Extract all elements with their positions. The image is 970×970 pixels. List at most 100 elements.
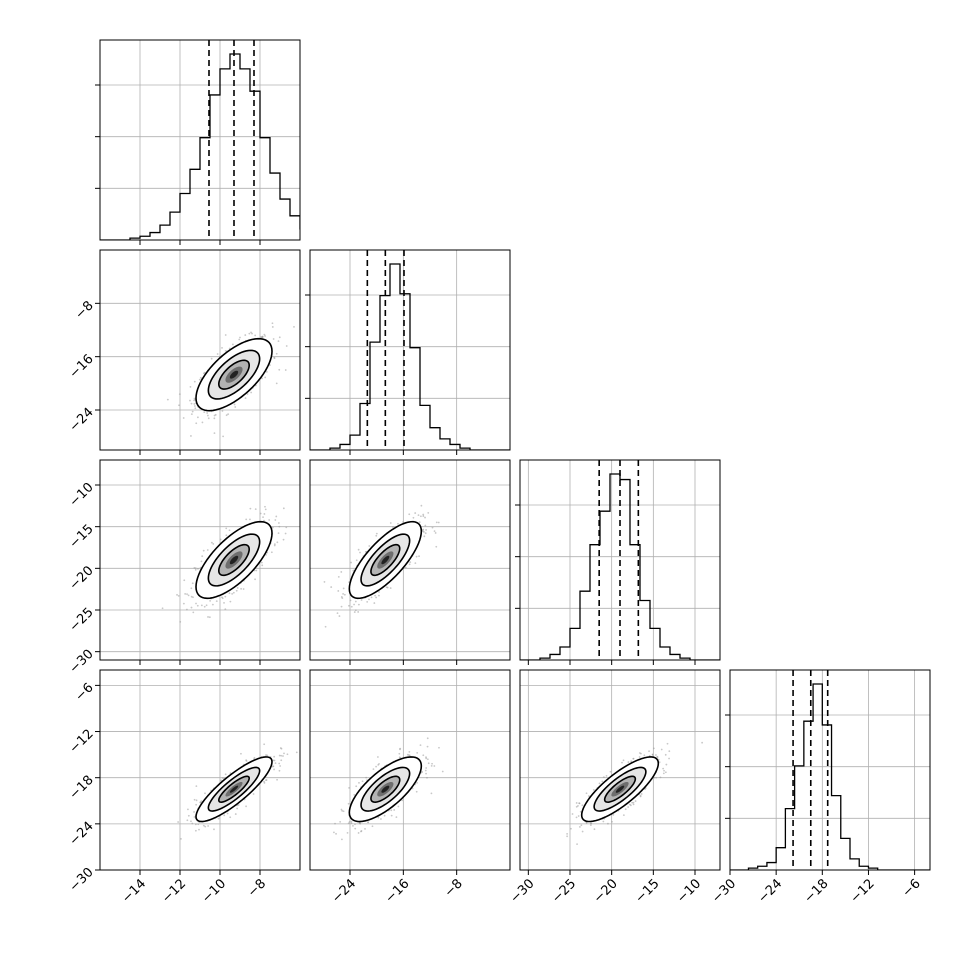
scatter-point [431,526,434,529]
scatter-point [278,368,281,371]
scatter-point [354,600,357,603]
scatter-point [270,551,273,554]
scatter-point [330,586,333,588]
scatter-point [571,813,574,815]
scatter-point [244,397,247,400]
histogram-panel-1 [305,249,511,455]
scatter-point [409,561,412,564]
scatter-point [408,513,411,516]
scatter-point [199,801,202,804]
scatter-point [359,551,361,554]
scatter-point [268,364,271,367]
scatter-point [244,334,247,336]
scatter-point [668,750,671,753]
scatter-point [406,753,409,756]
scatter-point [250,331,252,334]
scatter-point [284,369,287,371]
scatter-point [353,793,356,796]
scatter-point [195,422,198,425]
scatter-point [195,799,198,802]
y-tick-label: −30 [67,647,97,677]
scatter-point [424,516,426,519]
scatter-point [378,594,380,597]
scatter-point [357,603,360,606]
scatter-point [426,737,429,740]
scatter-point [282,755,284,757]
scatter-point [231,592,234,595]
scatter-point [178,404,180,407]
scatter-point [426,745,429,748]
scatter-panel-2-1 [309,459,511,665]
scatter-point [183,579,186,582]
scatter-point [213,417,216,420]
scatter-point [240,587,242,590]
scatter-point [205,604,208,607]
scatter-point [222,435,225,438]
scatter-point [437,521,440,524]
scatter-point [602,820,605,823]
scatter-point [426,758,429,761]
scatter-point [259,336,262,338]
scatter-point [434,532,437,534]
scatter-point [234,813,237,815]
scatter-point [219,538,222,541]
scatter-point [193,567,196,569]
scatter-point [392,526,394,528]
scatter-point [229,816,232,819]
scatter-panel-2-0: −30 −25 −20 −15 −10 [67,459,301,677]
scatter-point [237,804,240,806]
scatter-point [350,605,353,608]
scatter-point [632,801,635,804]
scatter-point [224,595,227,598]
scatter-point [401,799,404,802]
scatter-point [275,515,278,518]
scatter-point [224,773,227,776]
scatter-point [640,793,643,795]
y-tick-label: −6 [72,680,96,704]
scatter-point [333,831,335,834]
scatter-point [397,522,399,525]
scatter-point [701,741,704,744]
scatter-point [648,750,650,753]
scatter-point [627,761,630,763]
y-tick-label: −10 [67,480,97,510]
scatter-point [422,528,425,531]
scatter-point [575,805,578,808]
scatter-point [660,748,663,751]
scatter-point [416,782,418,784]
scatter-point [192,611,195,614]
scatter-point [630,760,633,763]
scatter-point [225,527,228,530]
y-tick-label: −8 [72,298,96,322]
x-tick-label: −25 [549,876,579,906]
scatter-point [220,779,223,782]
scatter-point [640,752,642,755]
scatter-point [368,598,370,601]
scatter-point [246,393,249,395]
scatter-point [348,821,351,823]
scatter-point [184,593,187,595]
scatter-point [238,338,241,341]
scatter-point [245,518,248,521]
scatter-point [374,594,377,597]
scatter-point [360,830,362,833]
scatter-point [275,382,278,385]
scatter-point [380,818,382,820]
scatter-point [260,561,263,564]
scatter-point [611,820,613,823]
scatter-point [240,752,242,755]
scatter-point [278,525,281,528]
scatter-point [609,770,612,773]
scatter-point [242,588,245,590]
scatter-point [196,416,199,419]
scatter-point [223,601,225,604]
panel-frame [309,459,511,661]
scatter-point [566,835,569,838]
scatter-point [424,524,427,527]
scatter-point [195,602,197,605]
scatter-point [214,413,217,416]
scatter-point [375,534,378,537]
panel-frame [99,459,301,661]
scatter-point [221,346,223,349]
scatter-point [607,822,609,825]
